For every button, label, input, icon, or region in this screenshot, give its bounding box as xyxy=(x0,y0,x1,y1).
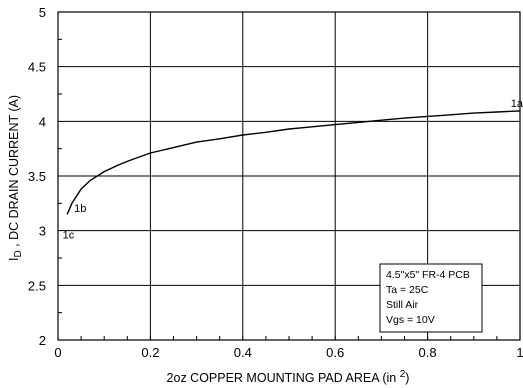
y-tick-label: 2 xyxy=(39,333,46,348)
y-tick-label: 2.5 xyxy=(28,278,46,293)
y-axis-title: ID , DC DRAIN CURRENT (A) xyxy=(7,95,24,261)
y-tick-label: 3.5 xyxy=(28,169,46,184)
legend-line: 4.5"x5" FR-4 PCB xyxy=(386,269,470,281)
legend-line: Ta = 25C xyxy=(386,284,429,296)
x-tick-label: 0.8 xyxy=(419,345,437,360)
annotation-label: 1b xyxy=(74,203,86,215)
legend-frame xyxy=(379,263,483,333)
series-line xyxy=(66,110,521,215)
legend-box: 4.5"x5" FR-4 PCB Ta = 25C Still Air Vgs = 1… xyxy=(379,263,483,333)
annotation-label: 1a xyxy=(511,98,523,110)
y-tick-label: 3 xyxy=(39,224,46,239)
series-layer xyxy=(66,110,521,215)
x-axis-title-end: ) xyxy=(405,371,409,385)
y-axis-title-subscript: D xyxy=(13,250,24,257)
y-tick-label: 5 xyxy=(39,5,46,20)
annot-layer: 1a 1b 1c xyxy=(63,98,523,241)
annotation-label: 1c xyxy=(63,229,75,241)
y-tick-label: 4 xyxy=(39,114,46,129)
x-tick-label: 0.2 xyxy=(141,345,159,360)
x-tick-label: 0.4 xyxy=(234,345,252,360)
x-tick-label: 0.6 xyxy=(326,345,344,360)
x-tick-label: 0 xyxy=(54,345,61,360)
x-axis-title-superscript: 2 xyxy=(400,369,406,380)
ticks-layer: 0 0.2 0.4 0.6 0.8 1 2 2.5 3 3.5 4 4.5 5 xyxy=(28,5,523,360)
legend-line: Vgs = 10V xyxy=(386,314,435,326)
x-tick-label: 1 xyxy=(516,345,523,360)
y-tick-label: 4.5 xyxy=(28,60,46,75)
x-axis-title: 2oz COPPER MOUNTING PAD AREA (in 2) xyxy=(167,369,410,385)
legend-line: Still Air xyxy=(386,299,419,311)
y-axis-title-rest: , DC DRAIN CURRENT (A) xyxy=(7,95,21,250)
